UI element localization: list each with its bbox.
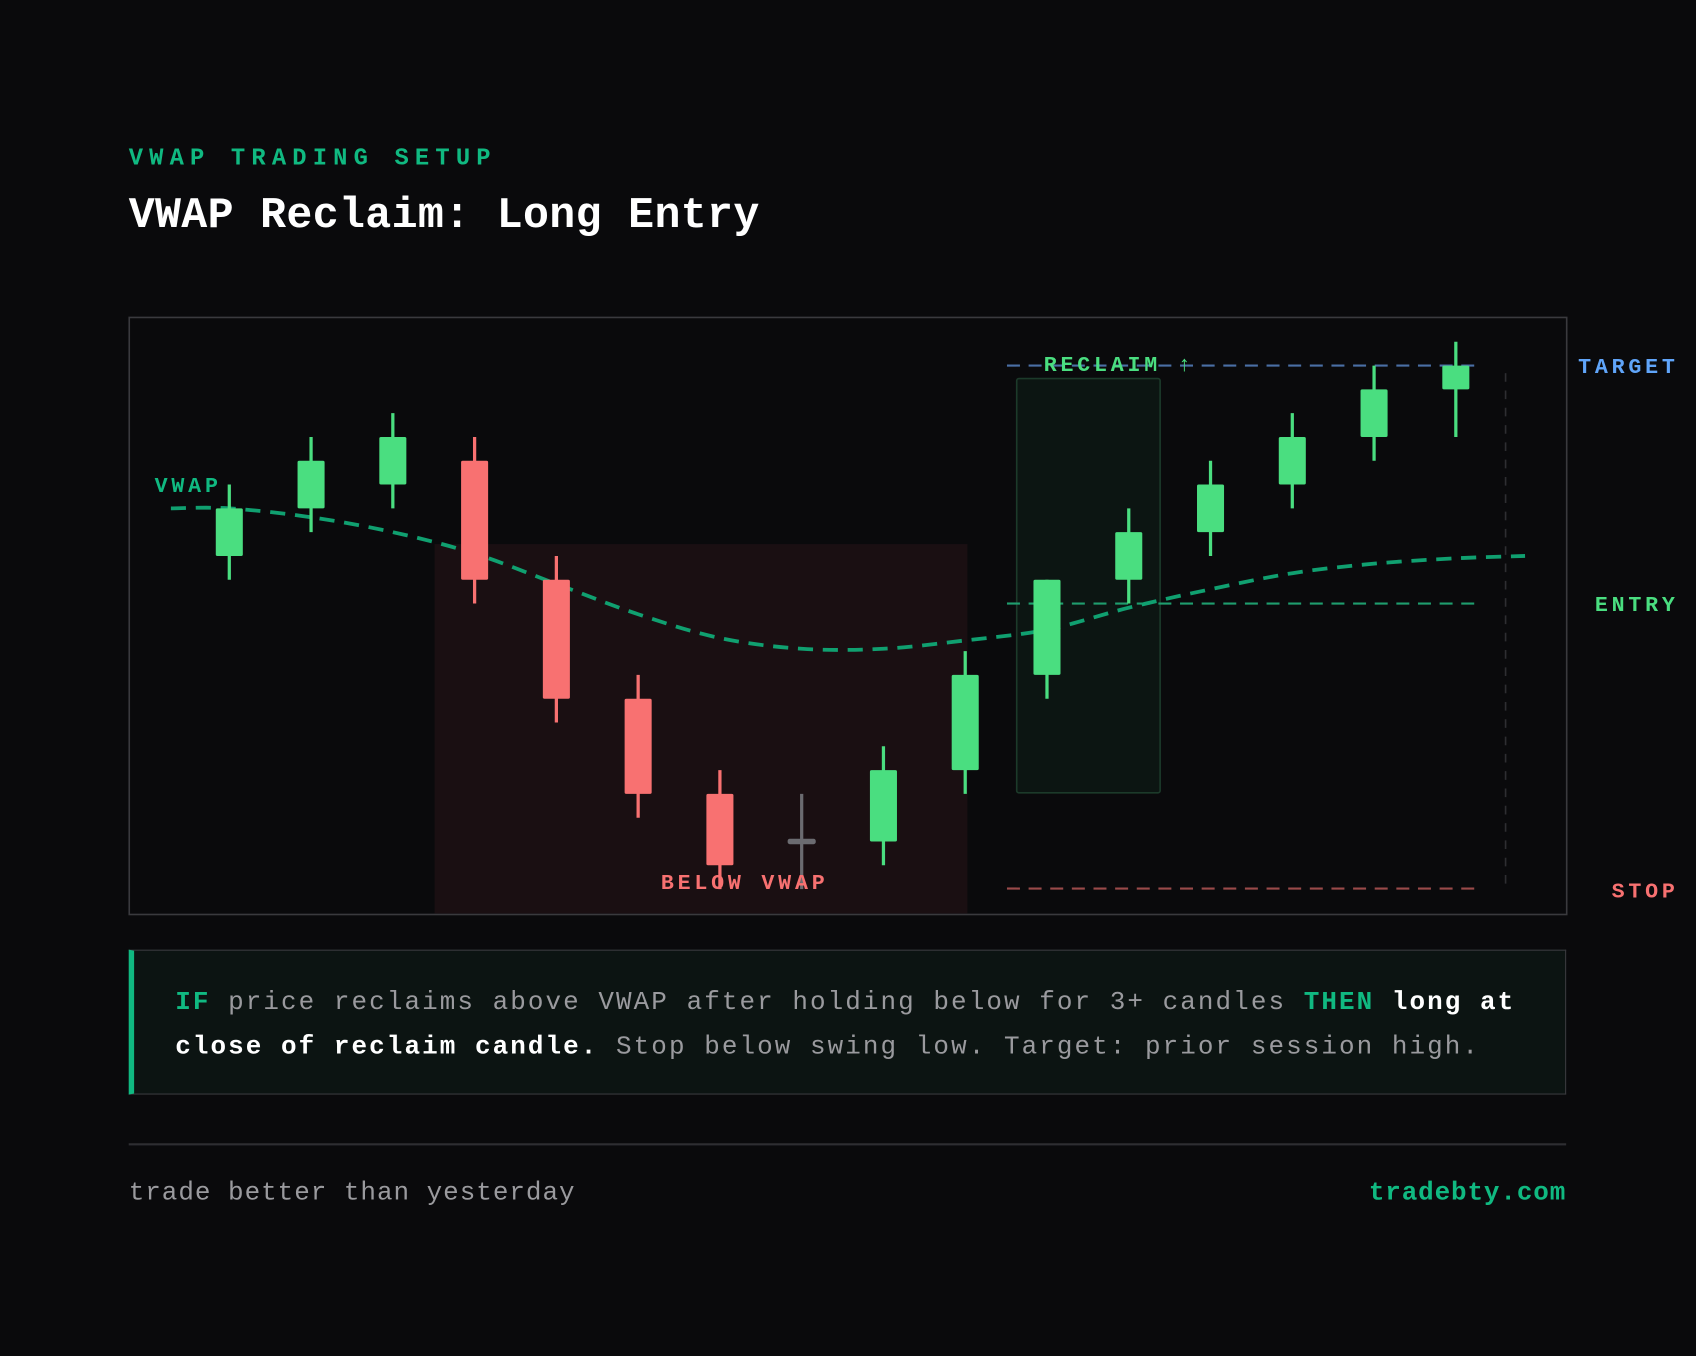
candle-body <box>1442 365 1470 390</box>
candle-body <box>215 508 243 556</box>
candle <box>951 651 979 794</box>
candle <box>1442 341 1470 437</box>
target-label: TARGET <box>1578 356 1679 380</box>
candle-body <box>1115 532 1143 580</box>
candle <box>787 793 816 890</box>
entry-label: ENTRY <box>1595 594 1679 618</box>
candle-body <box>1278 436 1306 485</box>
candle-body <box>297 460 325 509</box>
candle-body <box>542 579 570 699</box>
reclaim-label: RECLAIM ↑ <box>1044 354 1195 378</box>
reclaim-zone <box>1015 377 1161 794</box>
if-keyword: IF <box>175 988 211 1018</box>
footer-tagline: trade better than yesterday <box>128 1178 576 1209</box>
candle-body <box>706 793 734 866</box>
condition-text: price reclaims above VWAP after holding … <box>210 988 1304 1018</box>
candle <box>379 413 407 509</box>
footer-divider <box>128 1143 1567 1146</box>
candle-body <box>1360 389 1388 437</box>
candle <box>869 746 897 866</box>
candle-body <box>461 460 489 580</box>
candle-body-doji <box>787 838 816 845</box>
candle <box>1115 508 1143 604</box>
candle <box>542 555 570 723</box>
candle-body <box>1033 579 1061 675</box>
then-keyword: THEN <box>1303 988 1375 1018</box>
candle <box>461 436 489 604</box>
action-text: long at close of reclaim candle. <box>175 988 1516 1063</box>
eyebrow-label: VWAP TRADING SETUP <box>128 144 497 172</box>
below-vwap-label: BELOW VWAP <box>661 872 829 896</box>
vwap-line <box>170 505 1526 652</box>
candle-body <box>379 436 407 485</box>
candle <box>297 436 325 533</box>
page-title: VWAP Reclaim: Long Entry <box>128 192 760 242</box>
candle <box>215 484 243 580</box>
candle <box>1360 365 1388 461</box>
candle <box>1278 413 1306 509</box>
candle <box>706 770 734 890</box>
candle <box>1197 460 1225 556</box>
candle <box>1033 579 1061 699</box>
rule-callout: IF price reclaims above VWAP after holdi… <box>128 949 1567 1095</box>
candle <box>624 674 652 818</box>
candle-body <box>1197 484 1225 533</box>
vwap-label: VWAP <box>155 475 222 499</box>
below-vwap-zone <box>434 544 968 914</box>
stop-label: STOP <box>1612 881 1679 905</box>
candle-body <box>869 770 897 842</box>
candle-body <box>624 698 652 794</box>
candle-body <box>951 674 979 771</box>
footer-site-link[interactable]: tradebty.com <box>1368 1178 1567 1209</box>
rest-text: Stop below swing low. Target: prior sess… <box>598 1032 1481 1063</box>
